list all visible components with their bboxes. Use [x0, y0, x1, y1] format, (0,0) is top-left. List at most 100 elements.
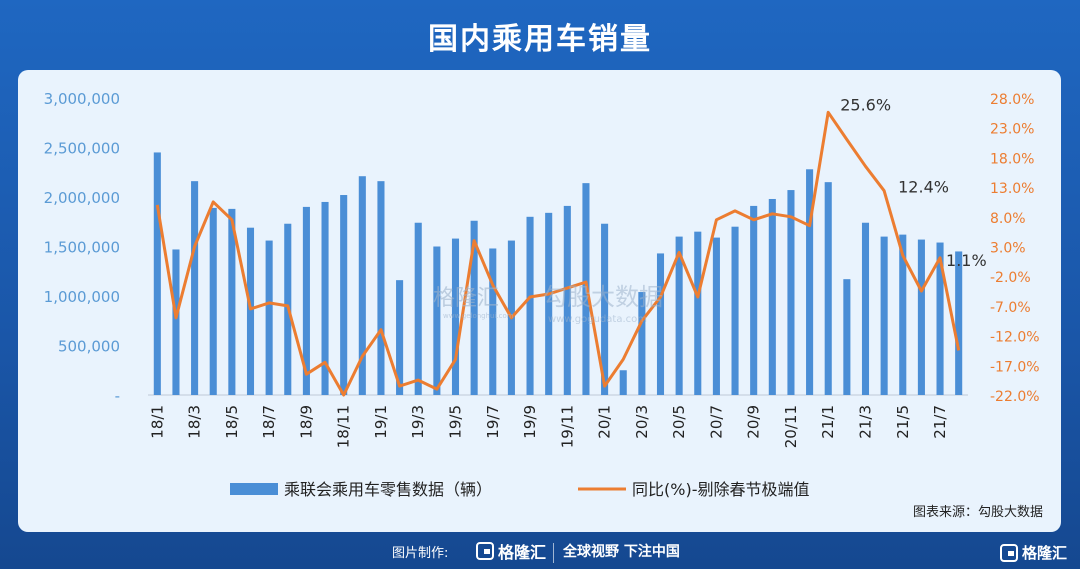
x-tick-label: 19/5	[447, 405, 465, 439]
bar	[470, 220, 478, 395]
footer-divider	[553, 543, 554, 563]
watermark-brand: 格隆汇	[433, 286, 499, 311]
footer-bar: 图片制作: 格隆汇 全球视野 下注中国 格隆汇	[0, 536, 1080, 569]
bar	[861, 222, 870, 395]
x-tick-label: 20/3	[633, 405, 651, 439]
bar	[377, 181, 385, 395]
y-left-tick-label: 2,000,000	[44, 189, 120, 207]
bar	[936, 242, 944, 395]
x-tick-label: 18/9	[297, 405, 315, 439]
y-right-tick-label: 8.0%	[990, 211, 1026, 227]
x-tick-label: 20/9	[745, 405, 763, 439]
x-tick-label: 21/1	[819, 405, 837, 439]
footer-brand-name: 格隆汇	[498, 543, 547, 562]
y-left-tick-label: 3,000,000	[44, 90, 120, 108]
x-tick-label: 18/5	[223, 405, 241, 439]
bar	[806, 169, 814, 395]
brand-logo-icon	[476, 542, 494, 560]
bar	[265, 240, 273, 395]
bar	[228, 208, 236, 395]
bar	[414, 222, 422, 395]
bar	[917, 239, 925, 395]
bar	[694, 231, 702, 395]
bar	[172, 249, 180, 395]
bar	[489, 248, 497, 395]
bar	[656, 253, 665, 395]
x-tick-label: 19/1	[372, 405, 390, 439]
made-by-label: 图片制作:	[392, 546, 449, 561]
x-tick-label: 18/3	[186, 405, 204, 439]
y-right-tick-label: 28.0%	[990, 92, 1034, 108]
x-tick-label: 19/7	[484, 405, 502, 439]
bar	[302, 206, 310, 395]
footer-slogan: 全球视野 下注中国	[563, 544, 680, 560]
bar	[787, 190, 795, 395]
y-right-tick-label: -22.0%	[990, 389, 1040, 405]
bar	[563, 205, 571, 395]
bar	[843, 279, 851, 395]
corner-brand: 格隆汇	[1000, 542, 1067, 563]
y-right-tick-label: -17.0%	[990, 359, 1040, 375]
x-tick-label: 20/7	[707, 405, 725, 439]
y-right-tick-label: 18.0%	[990, 151, 1034, 167]
y-right-tick-label: 23.0%	[990, 122, 1034, 138]
y-left-tick-label: 1,500,000	[44, 239, 120, 257]
bar	[321, 201, 329, 395]
y-right-tick-label: -7.0%	[990, 300, 1031, 316]
data-label: 25.6%	[840, 95, 891, 114]
x-tick-label: 19/9	[521, 405, 539, 439]
bar	[601, 223, 609, 395]
bar	[675, 236, 683, 395]
watermark-brand: 勾股大数据	[543, 283, 663, 311]
y-right-tick-label: -2.0%	[990, 270, 1031, 286]
x-tick-label: 20/11	[782, 405, 800, 448]
corner-logo-icon	[1000, 543, 1018, 562]
yoy-line	[155, 110, 961, 397]
bar	[246, 227, 255, 395]
y-left-tick-label: -	[115, 387, 120, 405]
corner-brand-name: 格隆汇	[1022, 544, 1068, 562]
watermark-url: www.gogudata.com	[548, 314, 647, 325]
bar	[750, 205, 758, 395]
y-left-tick-label: 2,500,000	[44, 140, 120, 158]
bar	[955, 251, 963, 395]
chart-card: - 500,000 1,000,000 1,500,000 2,000,000 2,500…	[18, 70, 1061, 532]
y-right-tick-label: -12.0%	[990, 330, 1040, 346]
data-label: 1.1%	[946, 251, 987, 270]
watermark-url: www.gelonghui.com	[443, 312, 514, 320]
legend-bar-swatch	[230, 483, 278, 495]
bar	[358, 176, 366, 395]
legend-bar-label: 乘联会乘用车零售数据（辆）	[284, 480, 492, 499]
x-tick-label: 21/7	[931, 405, 949, 439]
bar	[396, 280, 404, 395]
bar	[712, 237, 720, 395]
data-label: 12.4%	[898, 178, 949, 197]
x-tick-label: 19/11	[558, 405, 576, 448]
bar	[731, 226, 739, 395]
y-left-tick-label: 1,000,000	[44, 288, 120, 306]
bar	[451, 238, 460, 395]
x-tick-label: 20/1	[596, 405, 614, 439]
bar	[209, 207, 217, 395]
bar	[824, 182, 832, 395]
y-right-tick-label: 3.0%	[990, 241, 1026, 257]
x-tick-label: 18/11	[335, 405, 353, 448]
bar	[899, 234, 907, 395]
bar	[545, 212, 553, 395]
bar	[880, 236, 888, 395]
bar	[638, 292, 646, 395]
bar	[433, 246, 441, 395]
bar	[340, 195, 348, 395]
chart-source: 图表来源：勾股大数据	[913, 505, 1043, 520]
bar	[526, 216, 534, 395]
x-tick-label: 20/5	[670, 405, 688, 439]
x-tick-label: 21/5	[894, 405, 912, 439]
footer-brand: 格隆汇	[470, 539, 552, 563]
y-right-tick-label: 13.0%	[990, 181, 1034, 197]
x-tick-label: 21/3	[857, 405, 875, 439]
bar	[153, 152, 161, 395]
bar	[619, 370, 627, 395]
x-tick-label: 18/1	[148, 405, 166, 439]
bar	[191, 181, 199, 395]
y-left-tick-label: 500,000	[58, 338, 120, 356]
